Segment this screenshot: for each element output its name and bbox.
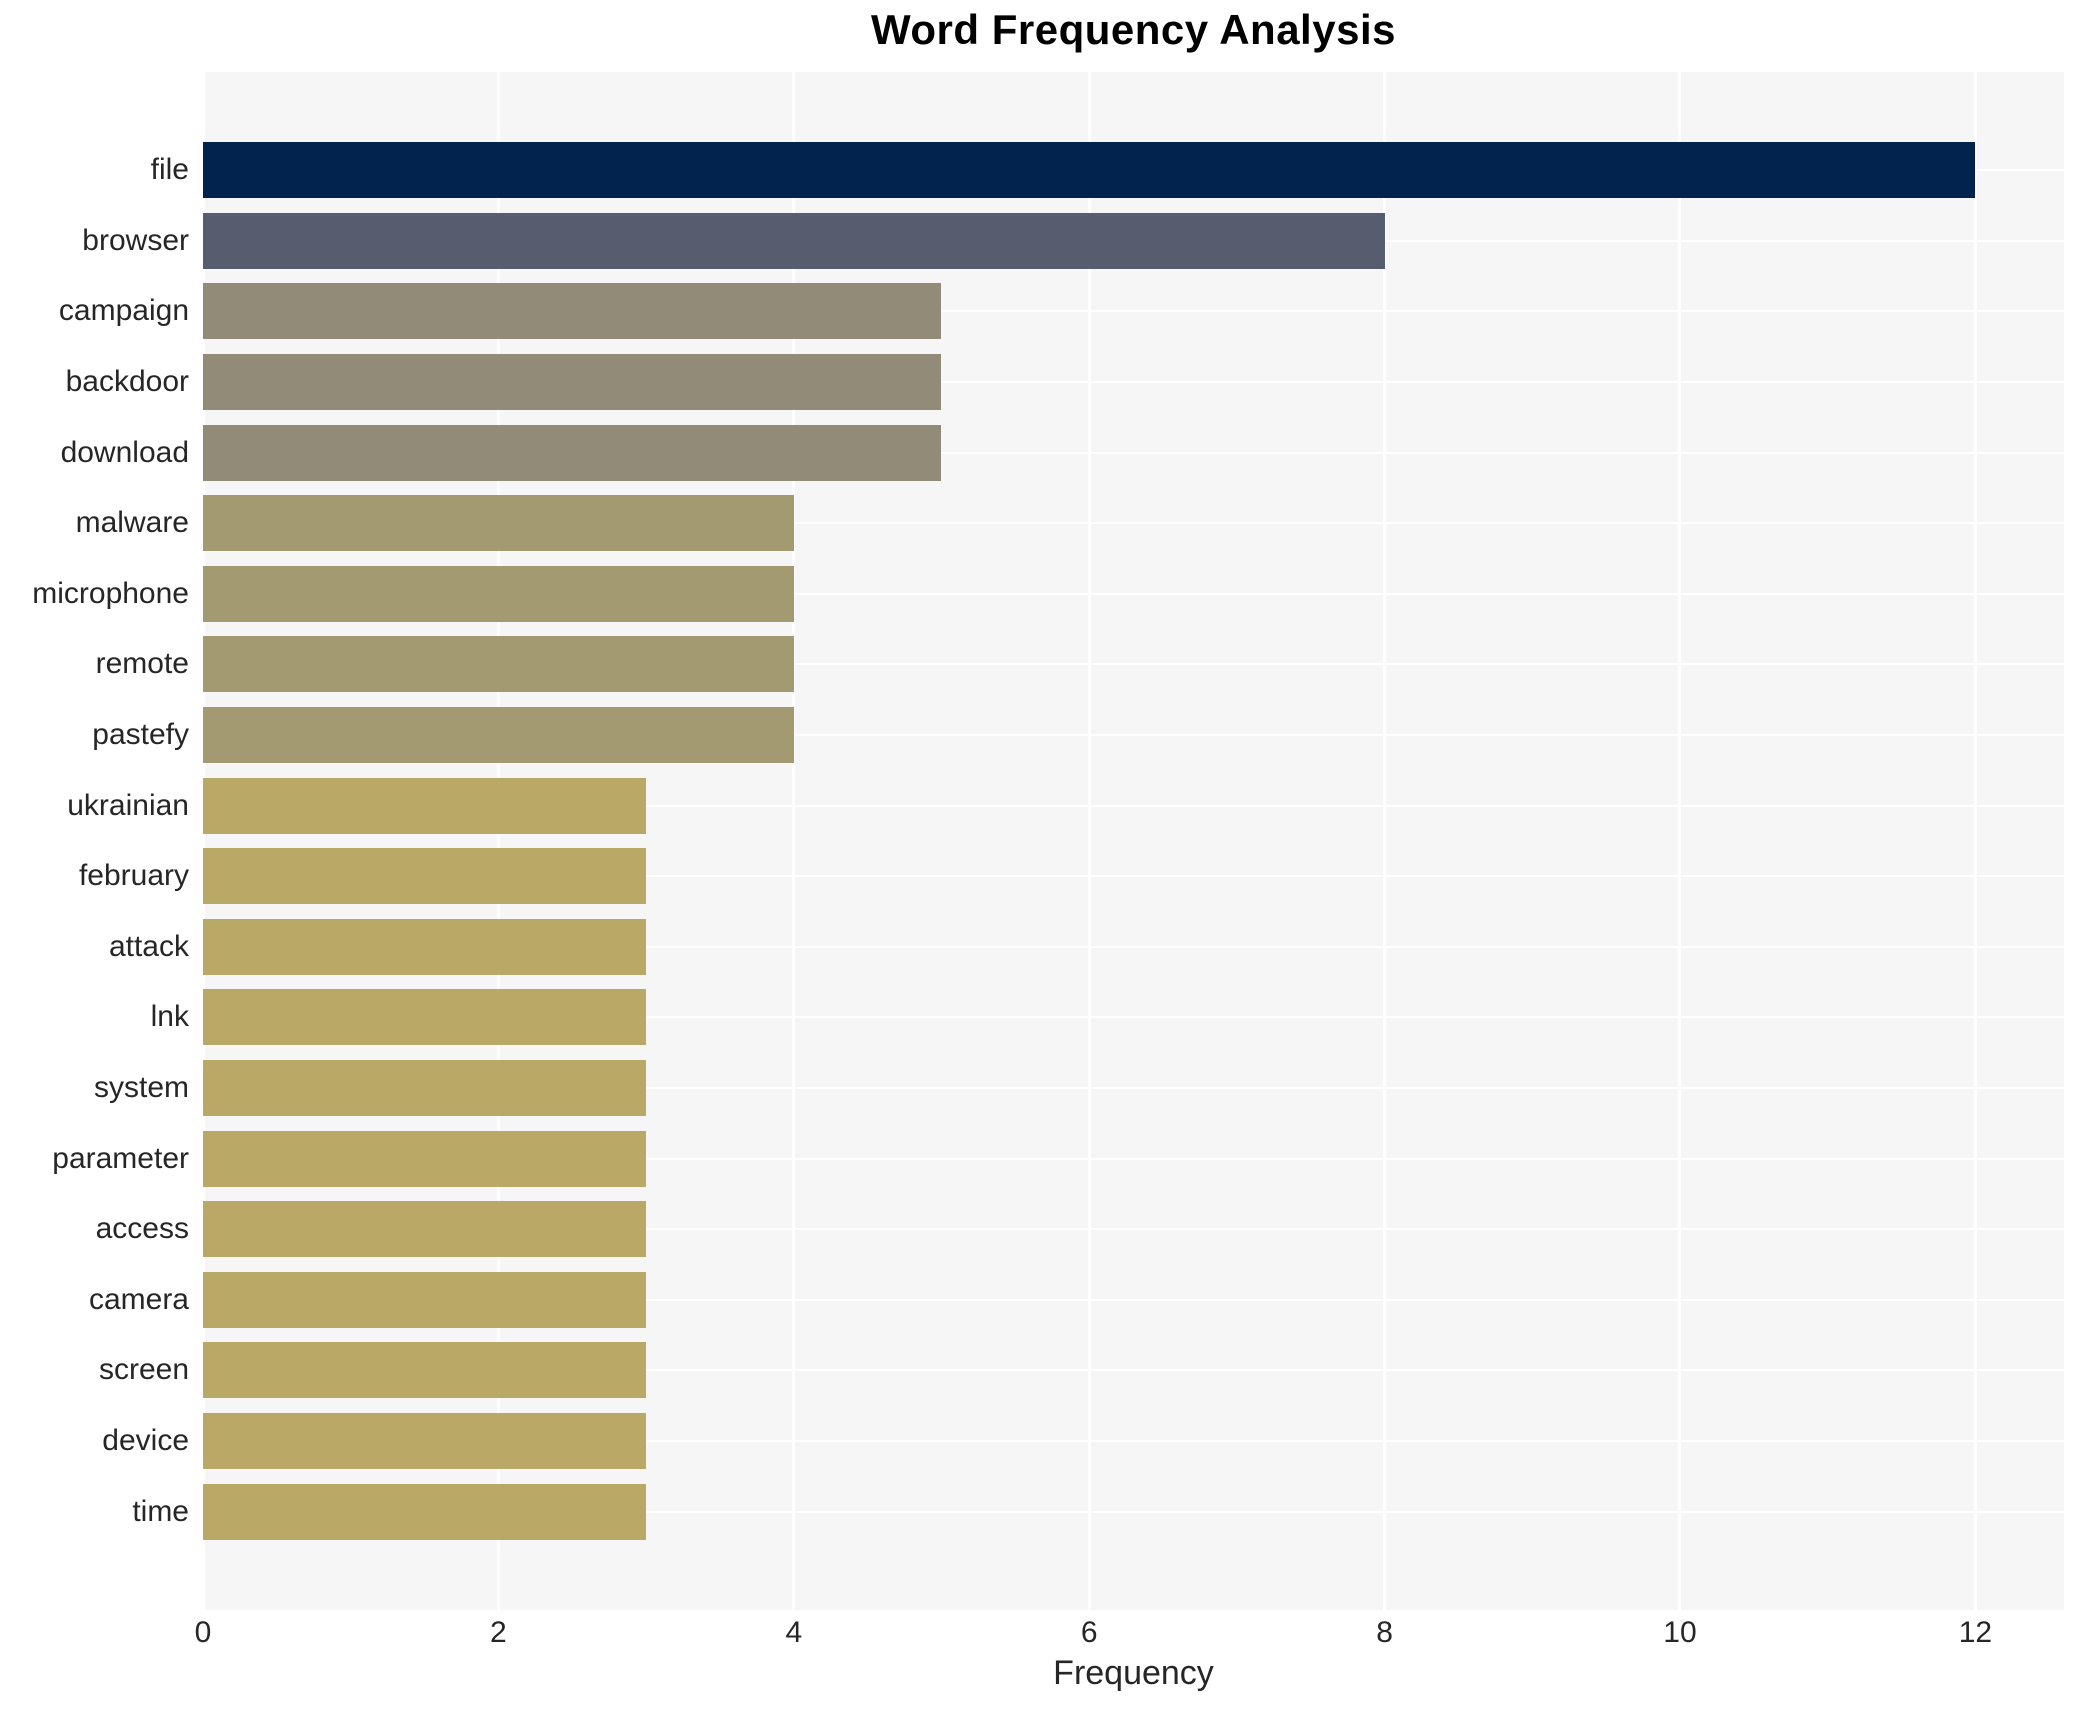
category-label: access bbox=[95, 1212, 189, 1246]
bar-row: february bbox=[79, 841, 2064, 912]
bar-row: browser bbox=[82, 206, 2064, 277]
bar-row: file bbox=[151, 135, 2064, 206]
frequency-bar bbox=[203, 1483, 647, 1540]
frequency-bar bbox=[203, 1130, 647, 1187]
category-label: remote bbox=[95, 647, 189, 681]
frequency-bar bbox=[203, 1271, 647, 1328]
bar-row: time bbox=[132, 1476, 2064, 1547]
bar-row: download bbox=[61, 417, 2064, 488]
frequency-bar bbox=[203, 1201, 647, 1258]
bar-row: parameter bbox=[52, 1123, 2064, 1194]
plot-area: file browser campaign backdoor download malwa… bbox=[32, 72, 2064, 1610]
category-label: pastefy bbox=[92, 718, 189, 752]
frequency-bar bbox=[203, 1342, 647, 1399]
category-label: lnk bbox=[150, 1000, 189, 1034]
vertical-gridline bbox=[1383, 72, 1387, 1610]
category-label: download bbox=[60, 435, 189, 469]
frequency-bar bbox=[203, 707, 794, 764]
x-axis-label: Frequency bbox=[1053, 1654, 1214, 1692]
bar-row: campaign bbox=[59, 276, 2064, 347]
bar-row: remote bbox=[96, 629, 2064, 700]
frequency-bar bbox=[203, 212, 1385, 269]
bar-row: system bbox=[94, 1053, 2064, 1124]
category-label: system bbox=[93, 1071, 189, 1105]
frequency-bar bbox=[203, 918, 647, 975]
vertical-gridline bbox=[496, 72, 500, 1610]
category-label: camera bbox=[88, 1282, 189, 1316]
frequency-bar bbox=[203, 777, 647, 834]
frequency-bar bbox=[203, 636, 794, 693]
category-label: attack bbox=[108, 929, 189, 963]
bar-row: malware bbox=[76, 488, 2064, 559]
x-tick-label: 6 bbox=[1080, 1616, 1098, 1649]
category-label: browser bbox=[82, 223, 189, 257]
frequency-bar bbox=[203, 989, 647, 1046]
bar-row: ukrainian bbox=[67, 770, 2064, 841]
bar-row: lnk bbox=[151, 982, 2064, 1053]
bar-row: pastefy bbox=[92, 700, 2064, 771]
bar-row: access bbox=[96, 1194, 2064, 1265]
category-label: microphone bbox=[32, 576, 189, 610]
category-label: backdoor bbox=[65, 365, 189, 399]
frequency-bar bbox=[203, 565, 794, 622]
x-tick-label: 0 bbox=[194, 1616, 212, 1649]
vertical-gridline bbox=[1678, 72, 1682, 1610]
x-tick-label: 4 bbox=[785, 1616, 803, 1649]
frequency-bar bbox=[203, 848, 647, 905]
x-tick-label: 2 bbox=[490, 1616, 507, 1649]
bar-row: screen bbox=[99, 1335, 2064, 1406]
frequency-bar bbox=[203, 1060, 647, 1117]
vertical-gridline bbox=[1087, 72, 1091, 1610]
bar-row: device bbox=[102, 1406, 2064, 1477]
frequency-bar bbox=[203, 142, 1976, 199]
category-label: malware bbox=[75, 506, 189, 540]
category-label: file bbox=[150, 153, 189, 187]
frequency-bar bbox=[203, 495, 794, 552]
vertical-gridline bbox=[792, 72, 796, 1610]
category-label: ukrainian bbox=[67, 788, 189, 822]
category-label: screen bbox=[98, 1353, 189, 1387]
bar-row: microphone bbox=[32, 559, 2064, 630]
x-tick-label: 8 bbox=[1376, 1616, 1393, 1649]
bar-row: camera bbox=[89, 1265, 2064, 1336]
frequency-bar bbox=[203, 354, 942, 411]
category-label: february bbox=[78, 859, 189, 893]
x-tick-label: 10 bbox=[1663, 1616, 1697, 1649]
chart-title: Word Frequency Analysis bbox=[871, 6, 1396, 53]
category-label: device bbox=[102, 1423, 189, 1457]
bar-row: attack bbox=[109, 912, 2064, 983]
x-tick-label: 12 bbox=[1958, 1616, 1993, 1649]
vertical-gridline bbox=[201, 72, 205, 1610]
frequency-bar bbox=[203, 424, 942, 481]
bar-row: backdoor bbox=[66, 347, 2064, 418]
vertical-gridline bbox=[1973, 72, 1977, 1610]
category-label: time bbox=[132, 1494, 189, 1528]
frequency-bar bbox=[203, 1412, 647, 1469]
category-label: campaign bbox=[58, 294, 189, 328]
category-label: parameter bbox=[52, 1141, 189, 1175]
frequency-bar bbox=[203, 283, 942, 340]
